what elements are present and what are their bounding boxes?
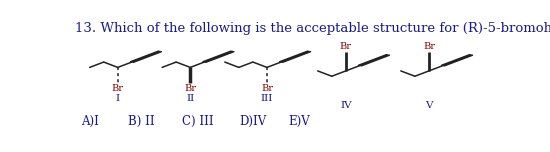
- Text: V: V: [425, 101, 433, 110]
- Text: A)I: A)I: [81, 115, 100, 128]
- Text: B) II: B) II: [129, 115, 155, 128]
- Text: Br: Br: [423, 42, 435, 51]
- Text: D)IV: D)IV: [239, 115, 267, 128]
- Text: I: I: [116, 94, 120, 103]
- Text: Br: Br: [112, 84, 124, 93]
- Text: Br: Br: [184, 84, 196, 93]
- Text: IV: IV: [340, 101, 351, 110]
- Text: 13. Which of the following is the acceptable structure for (R)-5-bromohept-2-yne: 13. Which of the following is the accept…: [75, 22, 550, 35]
- Text: C) III: C) III: [182, 115, 213, 128]
- Text: Br: Br: [340, 42, 352, 51]
- Text: II: II: [186, 94, 194, 103]
- Text: Br: Br: [261, 84, 273, 93]
- Text: III: III: [261, 94, 273, 103]
- Text: E)V: E)V: [288, 115, 310, 128]
